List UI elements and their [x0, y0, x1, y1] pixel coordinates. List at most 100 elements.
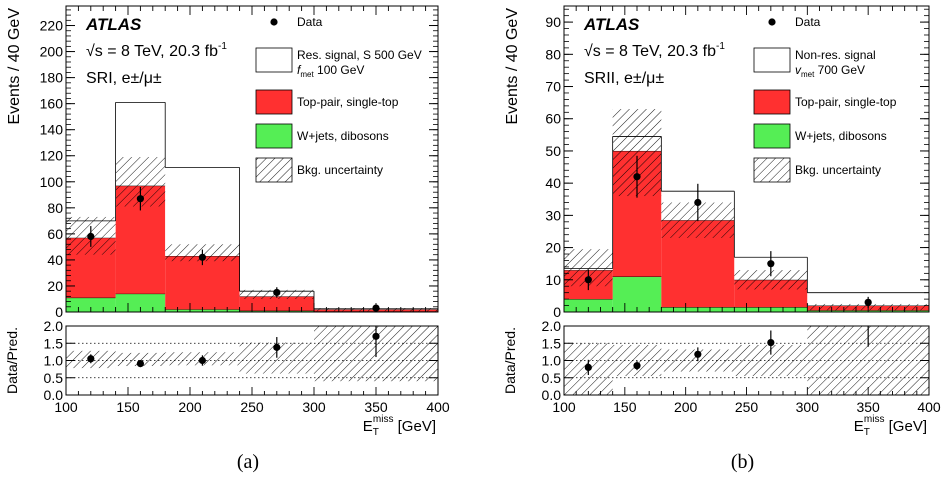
ratio-point-0 [584, 363, 592, 371]
y-axis-label: Events / 40 GeV [504, 8, 521, 125]
y-tick-label-5: 100 [40, 174, 64, 190]
x-tick-label-5: 350 [856, 399, 880, 415]
legend-swatch-top [753, 89, 791, 115]
y-tick-label-6: 120 [40, 148, 64, 164]
ratio-y-tick-label-4: 2.0 [542, 318, 562, 334]
legend-label-signal: Res. signal, S 500 GeV [297, 48, 422, 62]
legend-label-top: Top-pair, single-top [795, 95, 897, 109]
y-tick-label-10: 200 [40, 44, 64, 60]
ratio-y-tick-label-3: 1.5 [44, 335, 64, 351]
ratio-y-tick-label-2: 1.0 [44, 353, 64, 369]
y-tick-label-0: 0 [55, 304, 63, 320]
x-tick-label-6: 400 [426, 399, 450, 415]
data-point-0 [87, 232, 95, 241]
y-tick-label-2: 20 [545, 240, 561, 256]
legend-label-wjets: W+jets, dibosons [297, 129, 389, 143]
y-tick-label-11: 220 [40, 18, 64, 34]
ratio-uncertainty-bin-1 [115, 352, 166, 367]
legend-label-unc: Bkg. uncertainty [297, 163, 383, 177]
x-tick-label-0: 100 [552, 399, 576, 415]
legend-label2-signal: vmet 700 GeV [795, 63, 865, 79]
ratio-point-1 [633, 362, 641, 370]
data-point-4 [864, 298, 872, 306]
data-point-1 [633, 173, 641, 181]
x-tick-label-4: 300 [302, 399, 326, 415]
legend-label2-signal: fmet 100 GeV [297, 63, 364, 79]
legend-swatch-signal [753, 47, 791, 73]
y-tick-label-4: 80 [47, 200, 63, 216]
x-tick-label-6: 400 [917, 399, 941, 415]
ratio-y-axis-label: Data/Pred. [4, 327, 20, 394]
x-tick-label-5: 350 [364, 399, 388, 415]
ratio-y-tick-label-3: 1.5 [542, 335, 562, 351]
panel-caption: (a) [237, 451, 259, 473]
bar-top-bin-3 [239, 296, 314, 311]
data-point-0 [584, 276, 592, 284]
legend-label-data: Data [795, 15, 821, 29]
data-point-3 [767, 260, 775, 268]
ratio-point-4 [372, 332, 380, 340]
ratio-y-tick-label-1: 0.5 [542, 370, 562, 386]
legend-label-signal: Non-res. signal [795, 48, 876, 62]
legend-data-marker [270, 18, 278, 26]
y-tick-label-3: 30 [545, 207, 561, 223]
x-axis-label: ETmiss [GeV] [363, 414, 436, 438]
ratio-y-tick-label-2: 1.0 [542, 353, 562, 369]
chart-panel-b: 0 10 20 30 40 50 60 70 80 90 Events / 40 GeV ATLAS √… [502, 5, 941, 473]
bar-wjets-bin-1 [612, 276, 662, 312]
legend-swatch-unc [753, 157, 791, 183]
x-tick-label-0: 100 [54, 399, 78, 415]
ratio-point-3 [767, 338, 775, 347]
legend-swatch-wjets [753, 123, 791, 149]
legend-label-unc: Bkg. uncertainty [795, 163, 881, 177]
y-tick-label-8: 80 [545, 46, 561, 62]
data-point-3 [273, 288, 281, 297]
ratio-point-0 [87, 355, 95, 363]
legend-swatch-unc [255, 157, 293, 183]
x-axis-label: ETmiss [GeV] [854, 414, 927, 438]
y-tick-label-9: 90 [545, 14, 561, 30]
atlas-label: ATLAS [583, 15, 640, 34]
legend-label-data: Data [297, 15, 323, 29]
x-tick-label-1: 150 [613, 399, 637, 415]
y-tick-label-2: 40 [47, 252, 63, 268]
y-tick-label-6: 60 [545, 111, 561, 127]
x-tick-label-4: 300 [796, 399, 820, 415]
data-point-2 [694, 198, 702, 207]
atlas-label: ATLAS [85, 15, 142, 34]
legend-swatch-signal [255, 47, 293, 73]
legend-label-top: Top-pair, single-top [297, 95, 399, 109]
y-tick-label-5: 50 [545, 143, 561, 159]
ratio-y-axis-label: Data/Pred. [502, 327, 518, 394]
ratio-y-tick-label-0: 0.0 [44, 387, 64, 403]
y-tick-label-1: 10 [545, 272, 561, 288]
legend-swatch-wjets [255, 123, 293, 149]
y-tick-label-8: 160 [40, 96, 64, 112]
ratio-point-2 [198, 356, 206, 365]
x-tick-label-3: 250 [735, 399, 759, 415]
y-tick-label-7: 70 [545, 79, 561, 95]
data-point-1 [136, 195, 144, 203]
uncertainty-band-bin-3 [734, 270, 808, 290]
y-tick-label-4: 40 [545, 175, 561, 191]
y-tick-label-1: 20 [47, 278, 63, 294]
y-tick-label-9: 180 [40, 70, 64, 86]
x-tick-label-2: 200 [178, 399, 202, 415]
ratio-y-tick-label-0: 0.0 [542, 387, 562, 403]
ratio-y-tick-label-4: 2.0 [44, 318, 64, 334]
y-tick-label-0: 0 [553, 304, 561, 320]
x-tick-label-1: 150 [116, 399, 140, 415]
legend-label-wjets: W+jets, dibosons [795, 129, 887, 143]
ratio-y-tick-label-1: 0.5 [44, 370, 64, 386]
energy-lumi-label: √s = 8 TeV, 20.3 fb-1 [584, 41, 725, 60]
ratio-point-1 [136, 360, 144, 368]
legend-data-marker [768, 18, 776, 26]
ratio-point-3 [273, 343, 281, 351]
x-tick-label-2: 200 [674, 399, 698, 415]
legend-swatch-top [255, 89, 293, 115]
y-axis-label: Events / 40 GeV [6, 8, 23, 125]
x-tick-label-3: 250 [240, 399, 264, 415]
chart-panel-a: 0 20 40 60 80 100 120 140 160 180 200 220 Events / 4… [4, 5, 450, 473]
bar-signal-bin-2 [165, 167, 240, 257]
